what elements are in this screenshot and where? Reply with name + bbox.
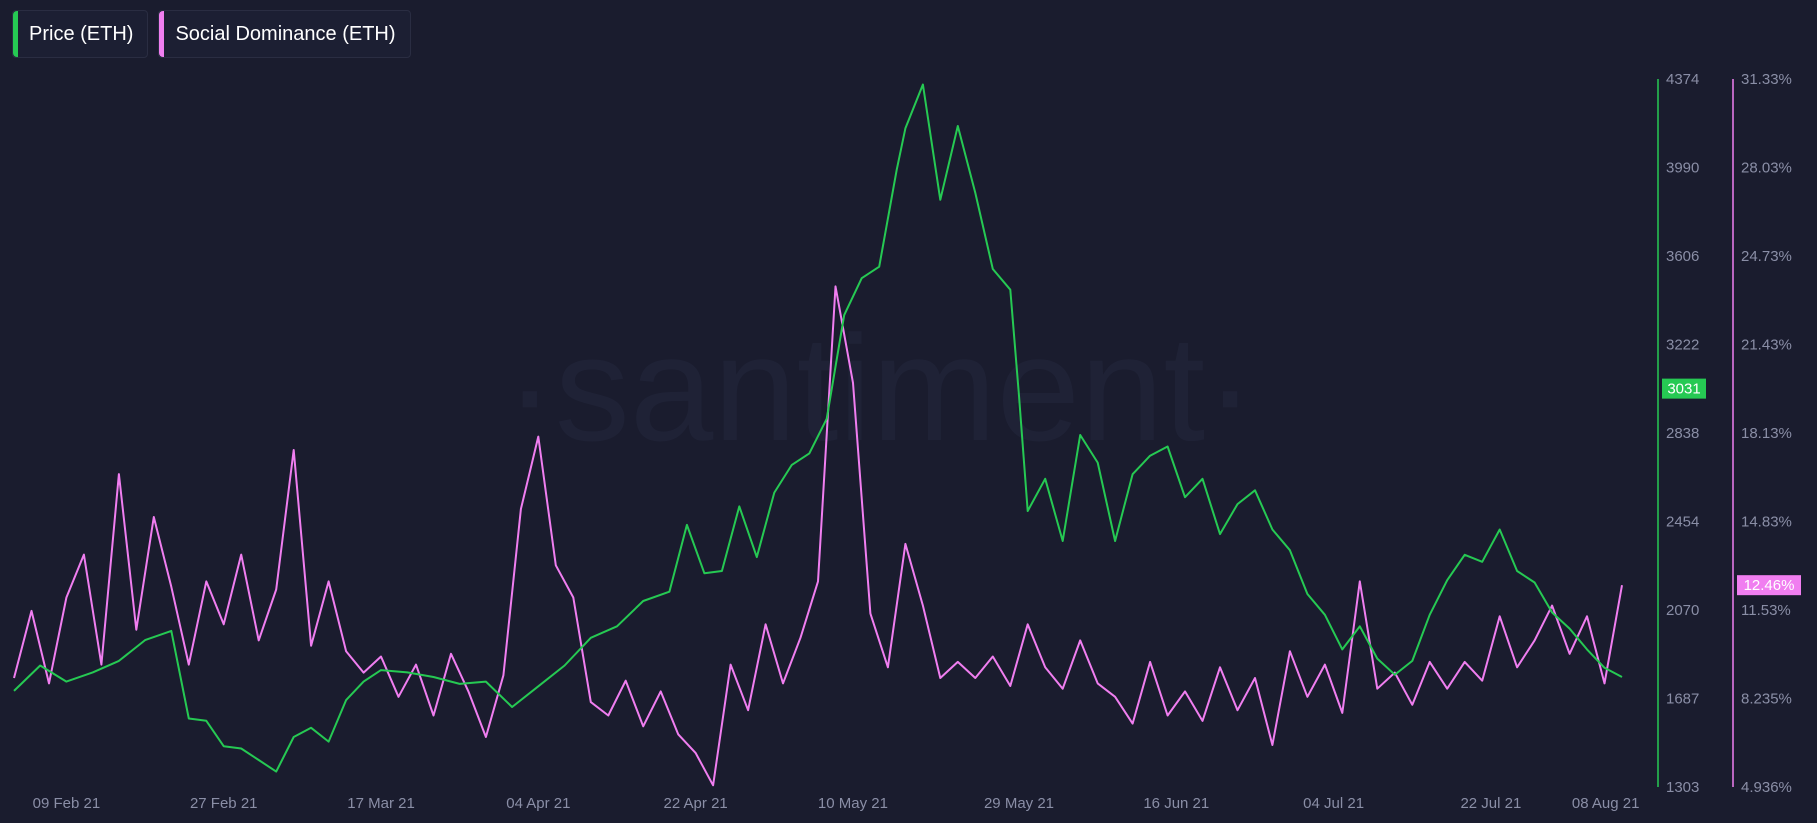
series-group (13, 83, 1623, 787)
price-axis-tick-label: 3990 (1666, 160, 1699, 177)
legend-label-social-dominance: Social Dominance (ETH) (175, 22, 396, 45)
price-axis-tick-label: 3606 (1666, 248, 1699, 265)
x-axis-tick-label: 22 Apr 21 (664, 795, 728, 812)
legend-item-price[interactable]: Price (ETH) (12, 10, 149, 58)
social-dominance-series-line (13, 285, 1623, 787)
social-dominance-axis-tick-label: 14.83% (1741, 514, 1792, 531)
x-axis-tick-label: 22 Jul 21 (1460, 795, 1521, 812)
price-axis-tick-label: 2454 (1666, 514, 1699, 531)
x-axis-tick-label: 10 May 21 (818, 795, 888, 812)
chart-legend: Price (ETH) Social Dominance (ETH) (12, 10, 411, 58)
social-dominance-axis-tick-label: 18.13% (1741, 425, 1792, 442)
x-axis-tick-label: 04 Jul 21 (1303, 795, 1364, 812)
current-value-badges: 3031 12.46% (1662, 378, 1801, 596)
price-axis-tick-label: 4374 (1666, 71, 1699, 88)
price-axis-tick-label: 1687 (1666, 691, 1699, 708)
price-current-value-badge (1662, 378, 1706, 399)
price-axis: 4374 3990 3606 3222 2838 2454 2070 1687 1303 (1657, 71, 1699, 796)
social-dominance-axis-tick-label: 8.235% (1741, 691, 1792, 708)
x-axis-tick-label: 27 Feb 21 (190, 795, 258, 812)
price-series-line (13, 83, 1623, 773)
legend-swatch-social-dominance (159, 11, 165, 57)
x-axis: 09 Feb 21 27 Feb 21 17 Mar 21 04 Apr 21 22 A… (33, 795, 1640, 812)
x-axis-tick-label: 16 Jun 21 (1143, 795, 1209, 812)
watermark-text: ·santiment· (505, 304, 1255, 472)
social-dominance-axis-tick-label: 31.33% (1741, 71, 1792, 88)
price-axis-tick-label: 1303 (1666, 779, 1699, 796)
social-dominance-axis-tick-label: 4.936% (1741, 779, 1792, 796)
price-axis-tick-label: 2838 (1666, 425, 1699, 442)
price-axis-tick-label: 3222 (1666, 337, 1699, 354)
x-axis-tick-label: 17 Mar 21 (347, 795, 415, 812)
social-dominance-axis-tick-label: 28.03% (1741, 160, 1792, 177)
social-dominance-axis: 31.33% 28.03% 24.73% 21.43% 18.13% 14.83% 11.5… (1732, 71, 1792, 796)
x-axis-tick-label: 29 May 21 (984, 795, 1054, 812)
social-dominance-axis-tick-label: 21.43% (1741, 337, 1792, 354)
legend-item-social-dominance[interactable]: Social Dominance (ETH) (158, 10, 411, 58)
x-axis-tick-label: 04 Apr 21 (506, 795, 570, 812)
price-current-value-badge-label: 3031 (1667, 381, 1700, 398)
legend-label-price: Price (ETH) (29, 22, 134, 45)
x-axis-tick-label: 09 Feb 21 (33, 795, 101, 812)
price-axis-tick-label: 2070 (1666, 602, 1699, 619)
social-dominance-axis-tick-label: 24.73% (1741, 248, 1792, 265)
legend-swatch-price (13, 11, 18, 57)
social-dominance-current-value-badge (1737, 575, 1801, 596)
social-dominance-axis-tick-label: 11.53% (1741, 602, 1791, 619)
x-axis-tick-label: 08 Aug 21 (1572, 795, 1640, 812)
social-dominance-current-value-badge-label: 12.46% (1744, 577, 1795, 594)
